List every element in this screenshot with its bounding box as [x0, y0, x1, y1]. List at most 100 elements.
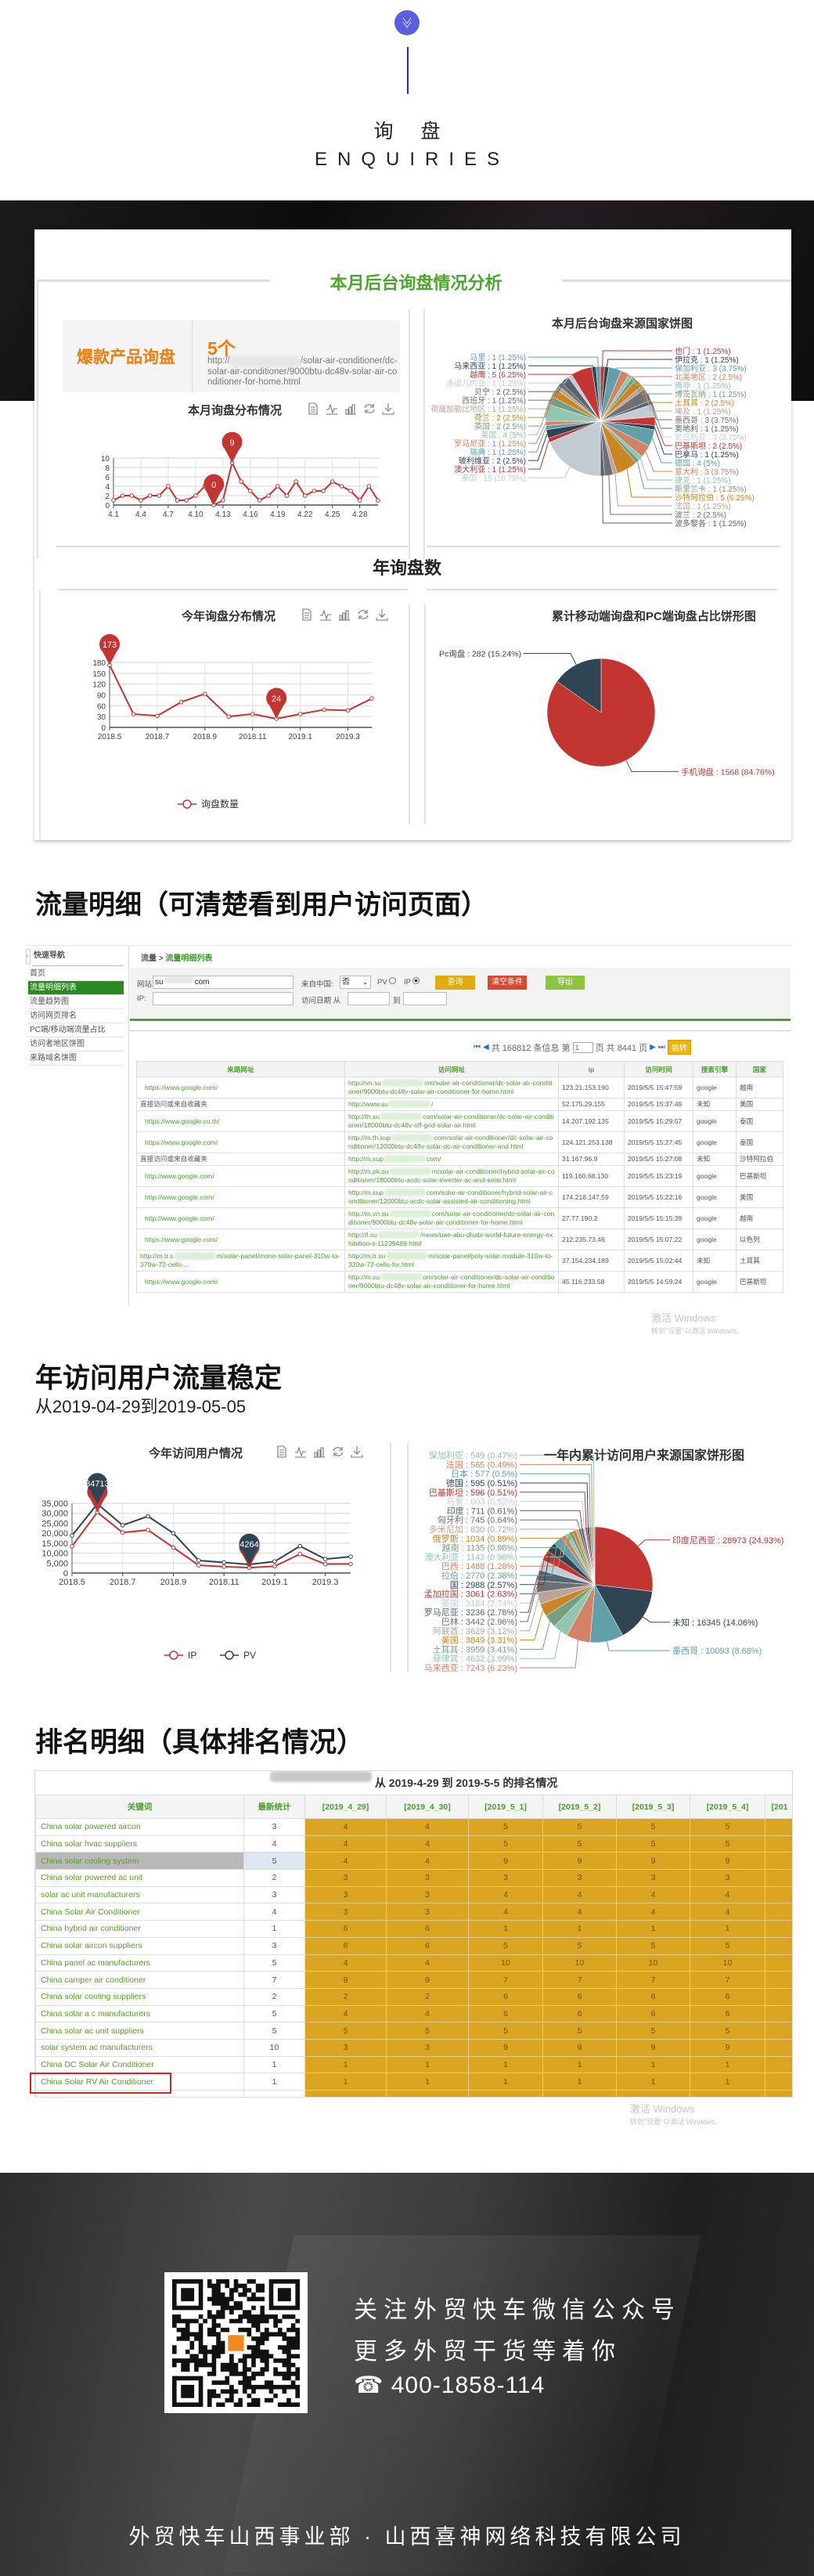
sidebar-item[interactable]: 流量趋势图: [28, 995, 124, 1009]
keyword-cell[interactable]: China Solar Air Conditioner: [35, 1903, 244, 1921]
keyword-cell[interactable]: China solar hvac suppliers: [35, 1835, 244, 1853]
data-point[interactable]: [322, 1557, 328, 1561]
data-point[interactable]: [120, 493, 125, 498]
data-point[interactable]: [147, 493, 153, 498]
data-point[interactable]: [376, 498, 380, 503]
prev-page-icon[interactable]: ◀: [483, 1043, 489, 1052]
data-point[interactable]: [348, 1554, 353, 1559]
data-point[interactable]: [257, 498, 262, 503]
data-point[interactable]: [139, 498, 143, 503]
data-point[interactable]: [184, 498, 189, 503]
data-point[interactable]: [171, 1545, 176, 1550]
data-point[interactable]: [120, 1523, 125, 1528]
visited-url-cell[interactable]: http://m.th.supxcom/solar-air-conditione…: [344, 1131, 559, 1153]
column-header[interactable]: [2019_5_2]: [542, 1795, 617, 1819]
ranking-row[interactable]: China solar cooling system 5 4 4 9 9 9 9: [35, 1852, 792, 1871]
save-image-icon[interactable]: [382, 402, 394, 415]
data-point[interactable]: [348, 1561, 353, 1567]
keyword-cell[interactable]: China solar powered aircon: [35, 1818, 244, 1836]
data-point[interactable]: [357, 498, 362, 503]
data-point[interactable]: [222, 1560, 226, 1565]
bar-chart-icon[interactable]: [313, 1445, 326, 1458]
data-point[interactable]: [155, 713, 160, 719]
data-point[interactable]: [339, 484, 344, 489]
data-view-icon[interactable]: [276, 1445, 288, 1458]
date-from-input[interactable]: [348, 992, 390, 1005]
data-point[interactable]: [129, 493, 135, 498]
visited-url-cell[interactable]: http://m.suxom/solar-air-conditioner/dc-…: [344, 1271, 559, 1293]
visited-url-cell[interactable]: http://m.supxcom/: [344, 1153, 559, 1166]
data-point[interactable]: [297, 712, 303, 716]
data-point[interactable]: [275, 484, 280, 489]
sidebar-item[interactable]: 来路域名饼图: [28, 1052, 124, 1066]
data-point[interactable]: [322, 1561, 328, 1567]
pie-slice[interactable]: [596, 366, 601, 422]
data-point[interactable]: [146, 1513, 150, 1519]
keyword-cell[interactable]: China solar powered ac unit: [35, 1869, 244, 1887]
save-image-icon[interactable]: [376, 608, 388, 621]
data-point[interactable]: [284, 493, 290, 498]
data-point[interactable]: [348, 489, 353, 493]
data-view-icon[interactable]: [307, 402, 319, 415]
next-page-icon[interactable]: ▶: [650, 1043, 656, 1052]
ranking-row[interactable]: China Solar RV Air Conditioner 1 1 1 1 1 1 1: [35, 2073, 792, 2091]
column-header[interactable]: [2019_5_4]: [690, 1795, 765, 1819]
scroll-down-button[interactable]: [394, 10, 420, 35]
data-point[interactable]: [70, 1533, 74, 1538]
data-point[interactable]: [193, 493, 198, 498]
referrer-cell[interactable]: https://www.google.com/: [136, 1271, 345, 1293]
data-point[interactable]: [369, 696, 374, 701]
data-point[interactable]: [266, 493, 271, 498]
data-point[interactable]: [321, 489, 326, 493]
data-point[interactable]: [120, 1530, 125, 1535]
visited-url-cell[interactable]: http://th.suxcom/solar-air-conditioner/d…: [344, 1110, 559, 1132]
keyword-cell[interactable]: China solar cooling suppliers: [35, 1987, 244, 2006]
data-point[interactable]: [166, 484, 171, 489]
column-header[interactable]: [2019_4_29]: [304, 1795, 387, 1819]
column-header[interactable]: 搜索引擎: [693, 1061, 737, 1077]
restore-icon[interactable]: [357, 608, 369, 621]
referrer-cell[interactable]: https://www.google.com/: [136, 1228, 345, 1250]
column-header[interactable]: [2019_5_1]: [468, 1795, 543, 1819]
data-point[interactable]: [146, 1528, 150, 1532]
legend-item[interactable]: IP: [164, 1650, 196, 1661]
date-to-input[interactable]: [403, 992, 447, 1005]
referrer-cell[interactable]: http://www.google.com/: [136, 1186, 345, 1208]
column-header[interactable]: 国家: [736, 1061, 783, 1077]
data-view-icon[interactable]: [301, 608, 313, 621]
go-button[interactable]: 跳转: [667, 1040, 691, 1055]
page-input[interactable]: 1: [572, 1041, 593, 1053]
china-select[interactable]: 否 ⌄: [340, 976, 371, 989]
ranking-row[interactable]: China solar hvac suppliers 4 4 4 5 5 5 5: [35, 1835, 792, 1853]
bar-chart-icon[interactable]: [344, 402, 357, 415]
line-chart-icon[interactable]: [319, 608, 332, 621]
legend-item[interactable]: 询盘数量: [178, 798, 239, 810]
ranking-row[interactable]: solar system ac manufacturers 10 3 3 9 9 9 9: [35, 2038, 792, 2057]
ranking-row[interactable]: China solar powered aircon 3 4 4 5 5 5 5: [35, 1818, 792, 1836]
column-header[interactable]: 来路网址: [136, 1061, 345, 1077]
visited-url-cell[interactable]: http://www.sux/: [344, 1098, 559, 1111]
keyword-cell[interactable]: China hybrid air conditioner: [35, 1920, 244, 1938]
referrer-cell[interactable]: http://www.google.com/: [136, 1207, 345, 1229]
visited-url-cell[interactable]: http://m.vn.suxcom/solar-air-conditioner…: [344, 1207, 559, 1229]
data-point[interactable]: [330, 479, 335, 484]
data-point[interactable]: [239, 479, 243, 484]
last-page-icon[interactable]: ⏭: [657, 1043, 665, 1052]
restore-icon[interactable]: [363, 402, 376, 415]
pie-slice[interactable]: [592, 1526, 596, 1586]
keyword-cell[interactable]: China solar aircon suppliers: [35, 1936, 244, 1955]
data-point[interactable]: [221, 498, 225, 503]
sidebar-item[interactable]: 访问者地区饼图: [28, 1037, 124, 1052]
data-point[interactable]: [248, 489, 253, 493]
line-chart-icon[interactable]: [326, 402, 338, 415]
data-point[interactable]: [345, 708, 351, 713]
collapse-sidebar-button[interactable]: ‹: [26, 949, 31, 965]
data-point[interactable]: [297, 1552, 303, 1557]
line-chart-icon[interactable]: [294, 1445, 307, 1458]
data-point[interactable]: [294, 479, 298, 484]
data-point[interactable]: [226, 714, 232, 719]
pie-slice[interactable]: [594, 1526, 654, 1592]
ranking-row[interactable]: China panel ac manufacturers 5 4 4 10 10 10 10: [35, 1954, 792, 1972]
column-header[interactable]: [2019_5_3]: [616, 1795, 690, 1819]
visited-url-cell[interactable]: http://m.pk.suxm/solar-air-conditioner/h…: [344, 1165, 559, 1187]
